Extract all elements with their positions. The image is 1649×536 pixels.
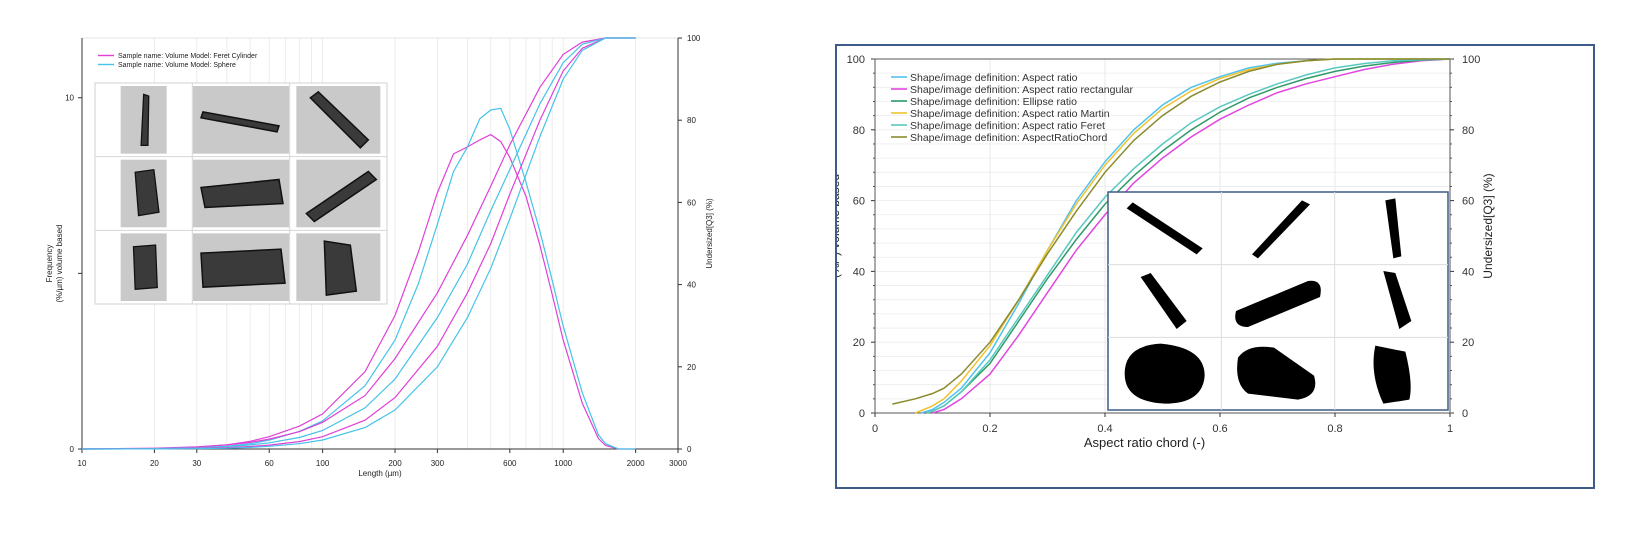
aspect-ratio-chart: 0 0.2 0.4 0.6 0.8 1 0 20 40 60 80 100 0 20 40 60 80 100 As… [814,44,1595,489]
x-axis-label: Aspect ratio chord (-) [1084,435,1205,450]
particle-shape [200,178,284,209]
legend-label: Shape/image definition: Ellipse ratio [910,96,1077,108]
y-tick-label: 10 [65,94,74,103]
x-tick-label: 0.8 [1327,423,1342,435]
silhouette-4 [1140,273,1187,329]
y2-tick-label: 0 [1462,408,1468,420]
aspect-ratio-svg: 0 0.2 0.4 0.6 0.8 1020406080100020406080100As… [814,54,1495,450]
particle-shape [134,168,160,217]
x-tick-label: 300 [431,459,445,468]
legend-label: Sample name: Volume Model: Feret Cylinde… [118,53,258,60]
y2-tick-label: 100 [1462,54,1480,66]
legend-label: Shape/image definition: Aspect ratio rec… [910,84,1133,96]
legend-label: Sample name: Volume Model: Sphere [118,62,236,69]
particle-shape [309,90,370,149]
silhouette-3 [1385,198,1402,259]
series-line [81,37,636,450]
x-tick-label: 1000 [554,459,572,468]
y-tick-label: 100 [847,54,865,66]
legend-label: Shape/image definition: Aspect ratio Mar… [910,108,1110,120]
y2-tick-label: 80 [687,116,696,125]
x-tick-label: 10 [78,459,87,468]
series-line [926,58,1451,414]
y-axis-label-line: (%/µm) volume based [55,225,64,303]
plot-area [874,58,1451,414]
y-axis-label: Frequency (%/µm) volume based [45,225,64,303]
silhouette-2 [1252,200,1310,259]
y2-tick-label: 40 [687,281,696,290]
y-tick-label: 60 [853,196,865,208]
y2-tick-label: 60 [1462,196,1474,208]
legend-label: Shape/image definition: AspectRatioChord [910,132,1107,144]
y2-axis-label: Undersized[Q3] (%) [705,198,714,269]
legend-label: Shape/image definition: Aspect ratio [910,72,1078,84]
chart-frame [835,44,1595,489]
silhouette-5 [1235,280,1321,327]
particle-shape [200,110,280,133]
y2-tick-label: 40 [1462,266,1474,278]
x-tick-label: 0.2 [982,423,997,435]
x-tick-label: 2000 [627,459,645,468]
y2-tick-label: 80 [1462,125,1474,137]
silhouette-1 [1126,202,1203,255]
x-tick-label: 200 [388,459,402,468]
y-tick-label: 0 [859,408,865,420]
x-tick-label: 600 [503,459,517,468]
y2-tick-label: 20 [1462,337,1474,349]
y2-tick-label: 60 [687,198,696,207]
series-line [892,58,1450,405]
y-axis-label-line: Frequency [45,245,54,283]
particle-shape [132,244,158,290]
series-line [81,107,636,450]
x-tick-label: 100 [316,459,330,468]
y-tick-label: 0 [70,445,75,454]
length-distribution-svg: 10 20 30 60 100 200 300 600 1000 2000 300001002040… [45,34,714,478]
particle-shape [305,170,378,223]
x-tick-label: 0.4 [1097,423,1112,435]
y-tick-label: 80 [853,125,865,137]
x-tick-label: 0.6 [1212,423,1227,435]
legend-label: Shape/image definition: Aspect ratio Fer… [910,120,1105,132]
y2-tick-label: 20 [687,363,696,372]
y2-axis-label-text: Undersized[Q3] (%) [1481,173,1495,278]
length-distribution-chart: 10 20 30 60 100 200 300 600 1000 2000 3000 0 10 0 20 40… [0,0,760,531]
particle-shape [200,248,286,288]
series-line [926,58,1451,414]
y2-tick-label: 0 [687,445,692,454]
particle-shape [140,93,150,146]
silhouette-9 [1373,345,1411,404]
particle-shape [323,240,358,297]
x-tick-label: 1 [1447,423,1453,435]
silhouette-8 [1237,346,1316,400]
silhouette-6 [1383,271,1412,329]
silhouette-7 [1124,343,1205,404]
x-tick-label: 20 [150,459,159,468]
x-tick-label: 60 [265,459,274,468]
x-tick-label: 0 [872,423,878,435]
x-tick-label: 30 [192,459,201,468]
series-line [932,58,1451,414]
x-tick-label: 3000 [669,459,687,468]
y2-tick-label: 100 [687,34,701,43]
series-line [81,37,636,450]
x-axis-label: Length (µm) [358,469,402,478]
y-tick-label: 40 [853,266,865,278]
y2-axis-label-text: Undersized[Q3] (%) [705,198,714,269]
series-line [81,37,636,450]
y2-axis-label: Undersized[Q3] (%) [1481,173,1495,278]
y-tick-label: 20 [853,337,865,349]
